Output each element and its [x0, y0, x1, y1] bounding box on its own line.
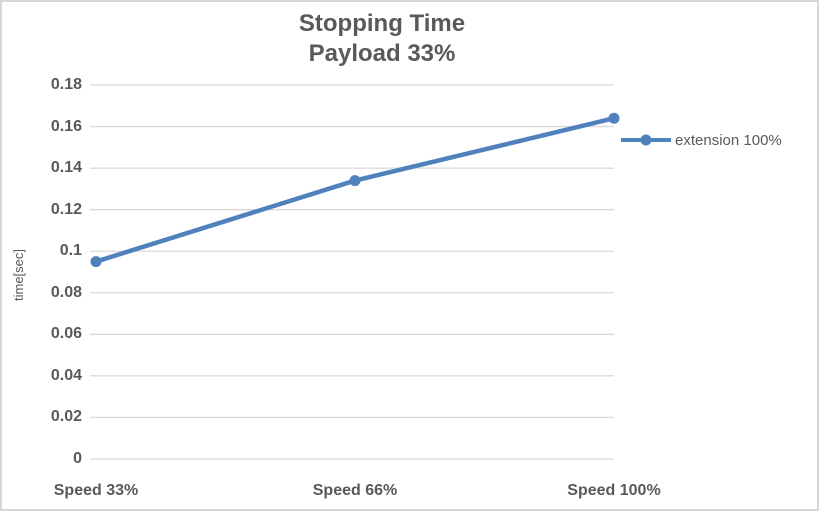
y-tick-label: 0 — [73, 450, 82, 467]
y-tick-label: 0.06 — [50, 325, 82, 343]
y-tick-label: 0.02 — [50, 408, 82, 426]
x-category-label: Speed 100% — [567, 482, 661, 499]
y-tick-label: 0.04 — [50, 366, 82, 384]
chart-title-line1: Stopping Time — [298, 10, 466, 37]
y-axis-title: time[sec] — [11, 249, 26, 302]
series-line — [95, 116, 615, 264]
y-tick-label: 0.08 — [50, 283, 82, 301]
chart-title-line2: Payload 33% — [308, 40, 456, 67]
legend: extension 100% — [620, 129, 782, 151]
y-tick-label: 0.14 — [50, 159, 82, 177]
legend-marker-icon — [621, 134, 671, 146]
legend-series-label: extension 100% — [675, 131, 782, 149]
y-tick-label: 0.16 — [50, 117, 82, 135]
data-point-marker — [349, 175, 361, 187]
x-category-label: Speed 66% — [312, 482, 398, 499]
y-tick-label: 0.12 — [50, 200, 82, 218]
y-tick-label: 0.1 — [59, 242, 82, 260]
y-tick-label: 0.18 — [50, 76, 82, 93]
x-category-label: Speed 33% — [53, 482, 139, 499]
data-point-marker — [90, 256, 102, 268]
chart-title: Stopping Time Payload 33% — [2, 9, 762, 69]
data-point-marker — [608, 112, 620, 124]
